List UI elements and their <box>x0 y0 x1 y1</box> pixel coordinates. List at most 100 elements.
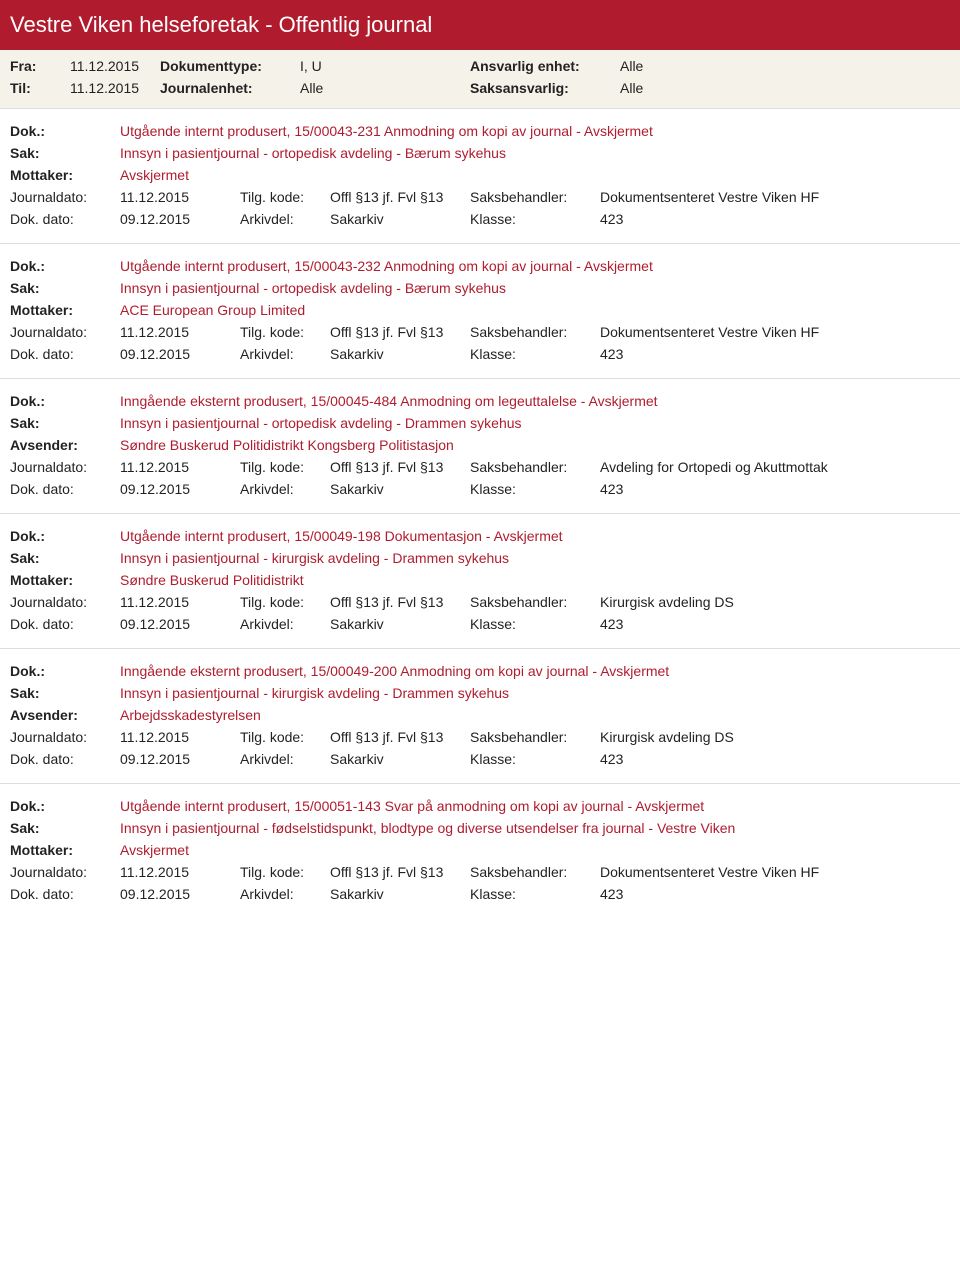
dok-value: Utgående internt produsert, 15/00051-143… <box>120 798 950 814</box>
arkivdel-value: Sakarkiv <box>330 616 470 632</box>
saksansvarlig-label: Saksansvarlig: <box>470 80 620 96</box>
party-label: Avsender: <box>10 437 120 453</box>
party-label: Mottaker: <box>10 572 120 588</box>
sak-value: Innsyn i pasientjournal - kirurgisk avde… <box>120 550 950 566</box>
dok-label: Dok.: <box>10 798 120 814</box>
journaldato-value: 11.12.2015 <box>120 594 240 610</box>
klasse-value: 423 <box>600 751 950 767</box>
klasse-label: Klasse: <box>470 751 600 767</box>
sak-label: Sak: <box>10 415 120 431</box>
records-list: Dok.:Utgående internt produsert, 15/0004… <box>0 108 960 918</box>
journaldato-label: Journaldato: <box>10 864 120 880</box>
dok-label: Dok.: <box>10 528 120 544</box>
sak-label: Sak: <box>10 145 120 161</box>
dokdato-value: 09.12.2015 <box>120 481 240 497</box>
dokdato-value: 09.12.2015 <box>120 211 240 227</box>
journaldato-value: 11.12.2015 <box>120 189 240 205</box>
arkivdel-label: Arkivdel: <box>240 886 330 902</box>
doktype-label: Dokumenttype: <box>160 58 300 74</box>
arkivdel-value: Sakarkiv <box>330 211 470 227</box>
klasse-label: Klasse: <box>470 346 600 362</box>
tilgkode-label: Tilg. kode: <box>240 729 330 745</box>
klasse-value: 423 <box>600 346 950 362</box>
dok-value: Inngående eksternt produsert, 15/00049-2… <box>120 663 950 679</box>
dok-value: Utgående internt produsert, 15/00043-232… <box>120 258 950 274</box>
dokdato-value: 09.12.2015 <box>120 346 240 362</box>
journaldato-value: 11.12.2015 <box>120 324 240 340</box>
dokdato-label: Dok. dato: <box>10 751 120 767</box>
til-value: 11.12.2015 <box>70 80 160 96</box>
saksbehandler-value: Kirurgisk avdeling DS <box>600 729 950 745</box>
arkivdel-label: Arkivdel: <box>240 211 330 227</box>
record: Dok.:Utgående internt produsert, 15/0004… <box>0 243 960 378</box>
journalenhet-label: Journalenhet: <box>160 80 300 96</box>
klasse-value: 423 <box>600 211 950 227</box>
tilgkode-value: Offl §13 jf. Fvl §13 <box>330 189 470 205</box>
dokdato-label: Dok. dato: <box>10 616 120 632</box>
sak-label: Sak: <box>10 280 120 296</box>
ansvarlig-value: Alle <box>620 58 720 74</box>
klasse-value: 423 <box>600 616 950 632</box>
fra-label: Fra: <box>10 58 70 74</box>
tilgkode-value: Offl §13 jf. Fvl §13 <box>330 459 470 475</box>
tilgkode-label: Tilg. kode: <box>240 324 330 340</box>
arkivdel-value: Sakarkiv <box>330 886 470 902</box>
saksbehandler-value: Dokumentsenteret Vestre Viken HF <box>600 324 950 340</box>
klasse-label: Klasse: <box>470 211 600 227</box>
party-value: Arbejdsskadestyrelsen <box>120 707 950 723</box>
dokdato-label: Dok. dato: <box>10 886 120 902</box>
sak-value: Innsyn i pasientjournal - ortopedisk avd… <box>120 145 950 161</box>
sak-label: Sak: <box>10 550 120 566</box>
record: Dok.:Utgående internt produsert, 15/0005… <box>0 783 960 918</box>
dok-label: Dok.: <box>10 123 120 139</box>
sak-value: Innsyn i pasientjournal - kirurgisk avde… <box>120 685 950 701</box>
sak-value: Innsyn i pasientjournal - ortopedisk avd… <box>120 280 950 296</box>
arkivdel-value: Sakarkiv <box>330 346 470 362</box>
party-label: Mottaker: <box>10 167 120 183</box>
tilgkode-value: Offl §13 jf. Fvl §13 <box>330 594 470 610</box>
tilgkode-value: Offl §13 jf. Fvl §13 <box>330 864 470 880</box>
klasse-label: Klasse: <box>470 616 600 632</box>
record: Dok.:Inngående eksternt produsert, 15/00… <box>0 648 960 783</box>
page-title: Vestre Viken helseforetak - Offentlig jo… <box>0 0 960 50</box>
klasse-value: 423 <box>600 886 950 902</box>
til-label: Til: <box>10 80 70 96</box>
tilgkode-label: Tilg. kode: <box>240 189 330 205</box>
journalenhet-value: Alle <box>300 80 470 96</box>
tilgkode-value: Offl §13 jf. Fvl §13 <box>330 324 470 340</box>
arkivdel-label: Arkivdel: <box>240 346 330 362</box>
party-value: Avskjermet <box>120 167 950 183</box>
party-value: Søndre Buskerud Politidistrikt Kongsberg… <box>120 437 950 453</box>
journaldato-label: Journaldato: <box>10 459 120 475</box>
sak-label: Sak: <box>10 685 120 701</box>
klasse-label: Klasse: <box>470 886 600 902</box>
arkivdel-label: Arkivdel: <box>240 616 330 632</box>
journaldato-value: 11.12.2015 <box>120 459 240 475</box>
tilgkode-value: Offl §13 jf. Fvl §13 <box>330 729 470 745</box>
filter-bar: Fra: 11.12.2015 Dokumenttype: I, U Ansva… <box>0 50 960 108</box>
arkivdel-label: Arkivdel: <box>240 481 330 497</box>
sak-value: Innsyn i pasientjournal - fødselstidspun… <box>120 820 950 836</box>
saksbehandler-label: Saksbehandler: <box>470 594 600 610</box>
saksansvarlig-value: Alle <box>620 80 720 96</box>
tilgkode-label: Tilg. kode: <box>240 594 330 610</box>
party-label: Mottaker: <box>10 842 120 858</box>
fra-value: 11.12.2015 <box>70 58 160 74</box>
klasse-label: Klasse: <box>470 481 600 497</box>
arkivdel-label: Arkivdel: <box>240 751 330 767</box>
doktype-value: I, U <box>300 58 470 74</box>
journaldato-value: 11.12.2015 <box>120 729 240 745</box>
record: Dok.:Inngående eksternt produsert, 15/00… <box>0 378 960 513</box>
saksbehandler-label: Saksbehandler: <box>470 324 600 340</box>
dokdato-label: Dok. dato: <box>10 211 120 227</box>
party-value: ACE European Group Limited <box>120 302 950 318</box>
dok-label: Dok.: <box>10 393 120 409</box>
dokdato-value: 09.12.2015 <box>120 751 240 767</box>
sak-label: Sak: <box>10 820 120 836</box>
dok-label: Dok.: <box>10 258 120 274</box>
dok-value: Utgående internt produsert, 15/00043-231… <box>120 123 950 139</box>
klasse-value: 423 <box>600 481 950 497</box>
tilgkode-label: Tilg. kode: <box>240 864 330 880</box>
party-label: Mottaker: <box>10 302 120 318</box>
saksbehandler-value: Avdeling for Ortopedi og Akuttmottak <box>600 459 950 475</box>
